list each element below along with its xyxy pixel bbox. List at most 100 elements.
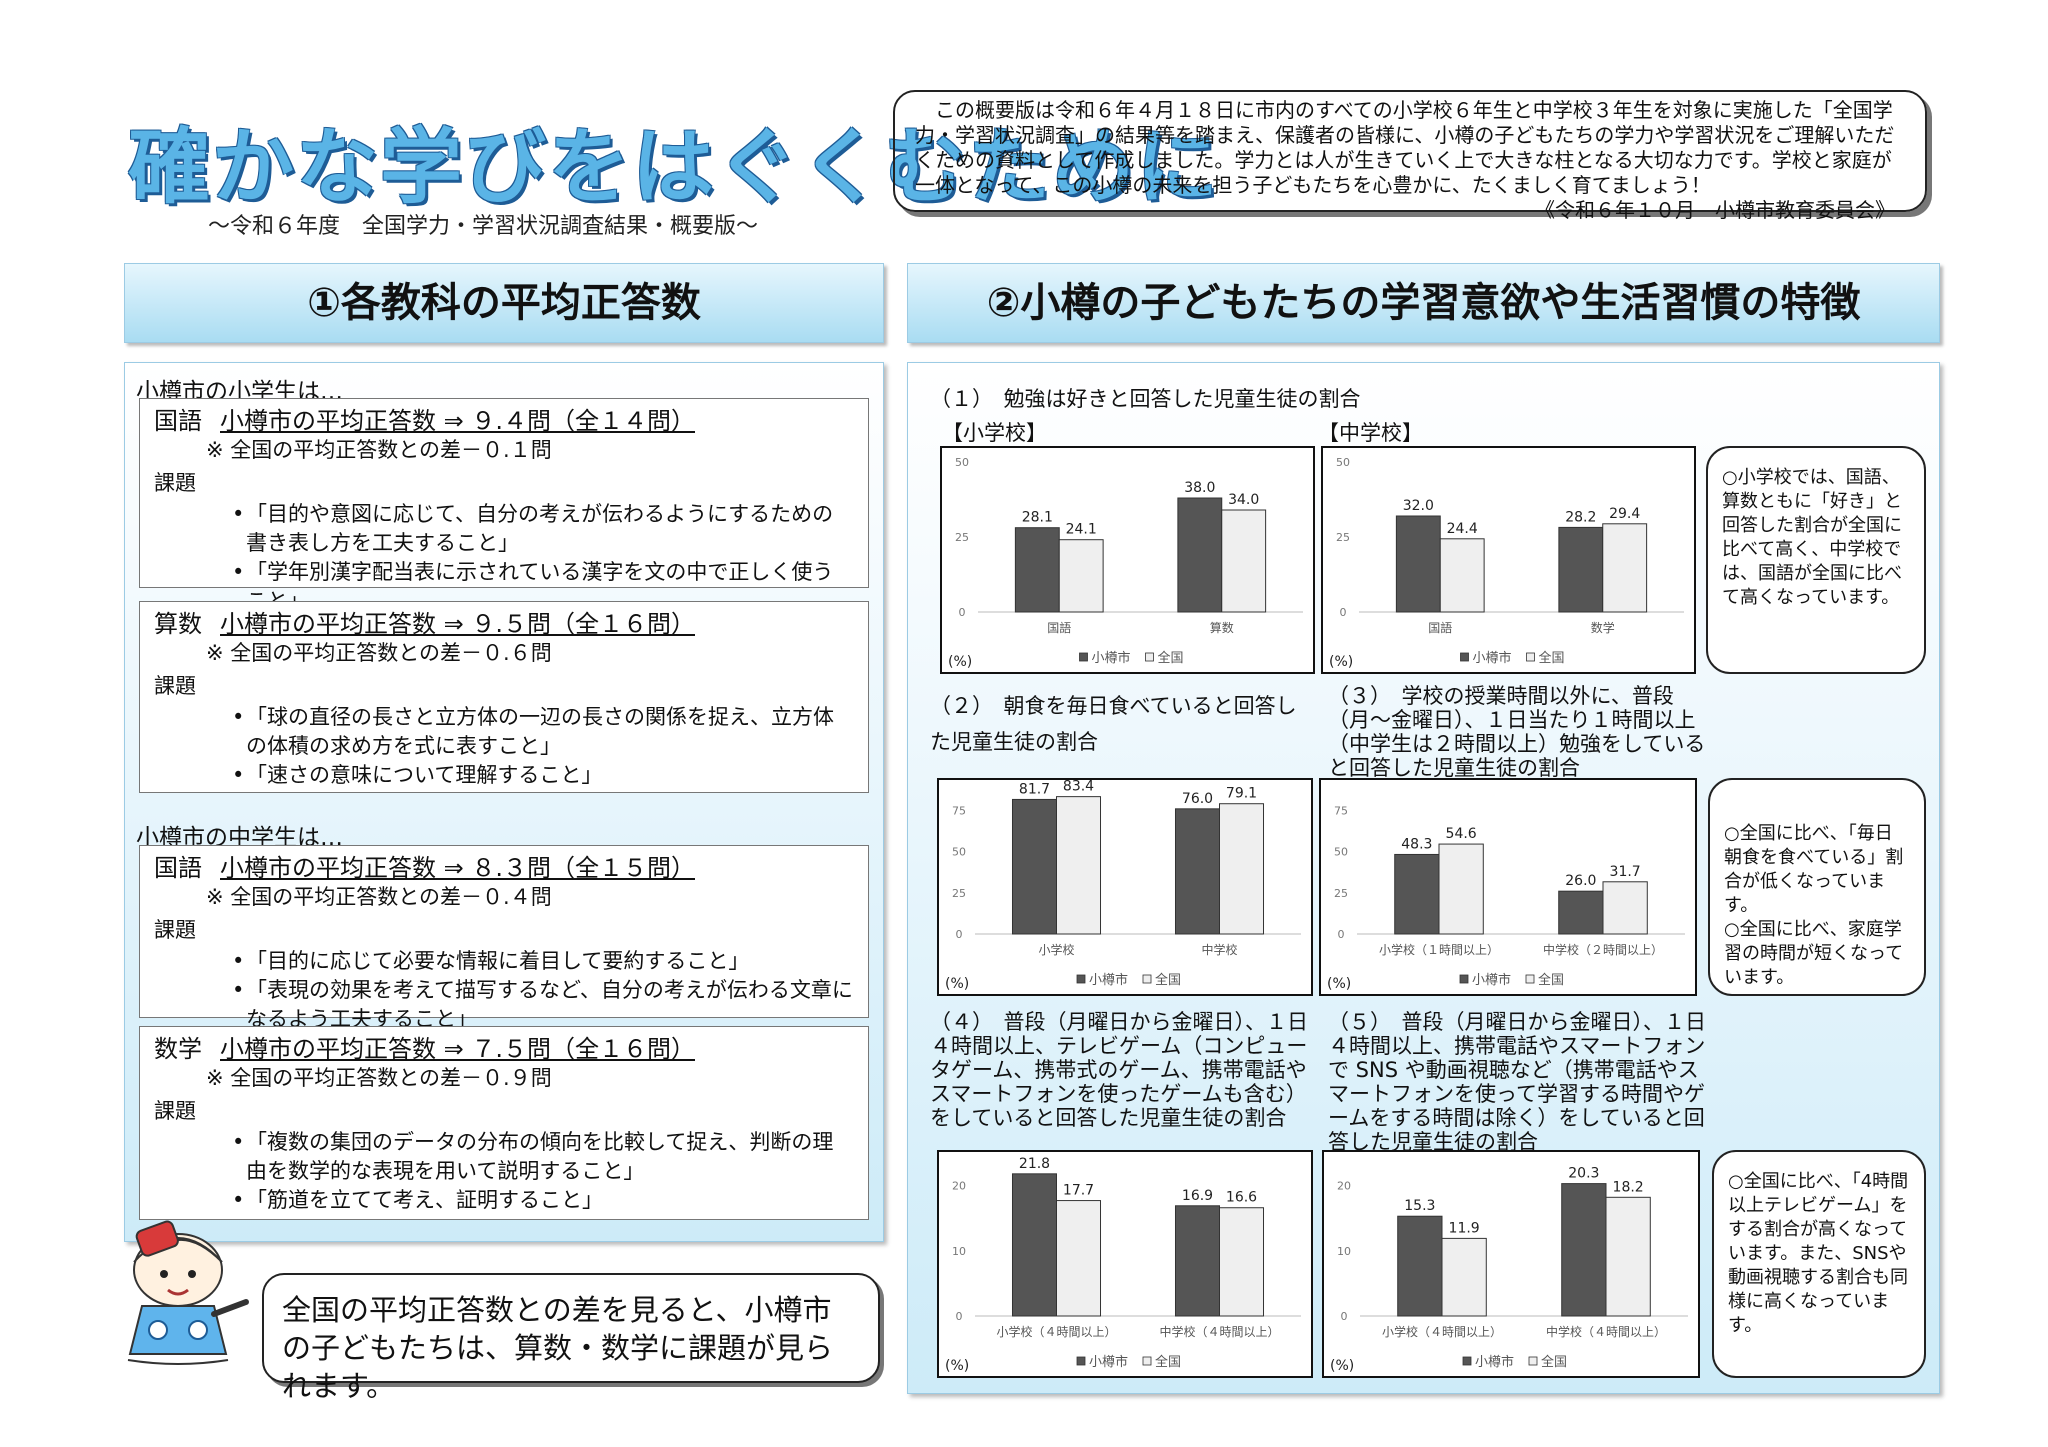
legend-label: 全国	[1541, 1354, 1567, 1370]
data-label: 20.3	[1568, 1166, 1599, 1182]
legend-label: 全国	[1155, 972, 1181, 988]
y-tick-label: 50	[952, 846, 966, 859]
data-label: 79.1	[1226, 786, 1257, 802]
bar-national	[1219, 803, 1265, 935]
issue-item: 「球の直径の長さと立方体の一辺の長さの関係を捉え、立方体の体積の求め方を式に表す…	[232, 703, 854, 761]
card-head: 算数 小樽市の平均正答数 ⇒ ９.５問（全１６問）	[154, 610, 854, 639]
x-tick-label: 国語	[1047, 620, 1071, 635]
legend-label: 全国	[1538, 972, 1564, 988]
subject-name: 算数	[154, 610, 202, 638]
issue-item: 「目的に応じて必要な情報に着目して要約すること」	[232, 947, 854, 976]
section1-banner: ①各教科の平均正答数	[124, 263, 884, 343]
y-tick-label: 75	[952, 804, 966, 817]
question-title: （４） 普段（月曜日から金曜日）、１日４時間以上、テレビゲーム（コンピュータゲー…	[930, 1010, 1308, 1130]
legend-swatch-national	[1142, 974, 1152, 984]
data-label: 28.1	[1022, 510, 1053, 526]
issue-list: 「複数の集団のデータの分布の傾向を比較して捉え、判断の理由を数学的な表現を用いて…	[154, 1128, 854, 1215]
legend-label: 小樽市	[1473, 650, 1512, 666]
y-tick-label: 0	[959, 606, 966, 619]
section2-title: ②小樽の子どもたちの学習意欲や生活習慣の特徴	[986, 280, 1861, 326]
chart-label-elementary: 【小学校】	[942, 421, 1047, 445]
subject-card: 国語 小樽市の平均正答数 ⇒ ８.３問（全１５問） ※ 全国の平均正答数との差－０…	[139, 845, 869, 1031]
data-label: 76.0	[1182, 791, 1213, 807]
subject-card: 国語 小樽市の平均正答数 ⇒ ９.４問（全１４問） ※ 全国の平均正答数との差－０…	[139, 398, 869, 613]
section2-banner: ②小樽の子どもたちの学習意欲や生活習慣の特徴	[907, 263, 1940, 343]
x-tick-label: 国語	[1428, 620, 1452, 635]
bar-national	[1219, 1207, 1265, 1317]
x-tick-label: 小学校	[1038, 942, 1074, 957]
legend-swatch-otaru	[1079, 652, 1088, 662]
legend-label: 全国	[1539, 650, 1565, 666]
issue-list: 「球の直径の長さと立方体の一辺の長さの関係を捉え、立方体の体積の求め方を式に表す…	[154, 703, 854, 790]
issue-label: 課題	[154, 674, 196, 698]
x-tick-label: 中学校（２時間以上）	[1543, 942, 1663, 957]
legend-label: 小樽市	[1089, 1354, 1128, 1370]
bar-otaru	[1394, 853, 1440, 935]
issue-label: 課題	[154, 1099, 196, 1123]
card-head: 数学 小樽市の平均正答数 ⇒ ７.５問（全１６問）	[154, 1035, 854, 1064]
issue-item: 「筋道を立てて考え、証明すること」	[232, 1186, 854, 1215]
x-tick-label: 中学校	[1201, 942, 1237, 957]
chart-q2: 0 25 50 75 81.7 83.4 小学校 76.0 79.1 中学校 (%) 小樽市 全国	[937, 778, 1313, 996]
bar-national	[1056, 1200, 1102, 1317]
y-tick-label: 50	[1334, 846, 1348, 859]
y-tick-label: 25	[1334, 887, 1348, 900]
y-tick-label: 25	[1336, 531, 1350, 544]
bar-chart: 0 10 20 21.8 17.7 小学校（４時間以上） 16.9 16.6 中学校（４時間以上…	[945, 1156, 1301, 1374]
score-line: 小樽市の平均正答数 ⇒ ９.５問（全１６問）	[220, 610, 695, 638]
x-tick-label: 小学校（４時間以上）	[1382, 1324, 1502, 1339]
bar-otaru	[1011, 1173, 1057, 1317]
score-line: 小樽市の平均正答数 ⇒ ８.３問（全１５問）	[220, 854, 695, 882]
y-tick-label: 20	[1337, 1180, 1351, 1193]
legend-swatch-national	[1528, 1356, 1538, 1366]
bar-national	[1602, 881, 1648, 935]
main-title: 確かな学びをはぐくむために	[128, 120, 1221, 215]
legend-label: 小樽市	[1089, 972, 1128, 988]
y-tick-label: 25	[952, 887, 966, 900]
y-tick-label: 20	[952, 1180, 966, 1193]
subject-card: 算数 小樽市の平均正答数 ⇒ ９.５問（全１６問） ※ 全国の平均正答数との差－０…	[139, 601, 869, 793]
y-tick-label: 0	[1341, 1310, 1348, 1323]
data-label: 21.8	[1019, 1156, 1050, 1172]
bar-national	[1058, 539, 1104, 613]
legend-swatch-national	[1145, 652, 1154, 662]
bar-national	[1056, 796, 1102, 935]
data-label: 48.3	[1401, 836, 1432, 852]
bar-national	[1439, 538, 1485, 613]
y-tick-label: 0	[1338, 928, 1345, 941]
bar-otaru	[1395, 515, 1441, 613]
data-label: 28.2	[1565, 509, 1596, 525]
issue-label: 課題	[154, 471, 196, 495]
bar-otaru	[1558, 526, 1604, 613]
note-box-q4-q5: ○全国に比べ、「4時間以上テレビゲーム」をする割合が高くなっています。また、SN…	[1712, 1150, 1926, 1378]
x-tick-label: 数学	[1591, 620, 1615, 635]
issue-item: 「目的や意図に応じて、自分の考えが伝わるようにするための書き表し方を工夫すること…	[232, 500, 854, 558]
bar-national	[1221, 509, 1267, 613]
unit-label: (%)	[945, 1358, 969, 1374]
data-label: 29.4	[1609, 506, 1640, 522]
issue-list: 「目的や意図に応じて、自分の考えが伝わるようにするための書き表し方を工夫すること…	[154, 500, 854, 616]
chart-q1-junior: 0 25 50 32.0 24.4 国語 28.2 29.4 数学 (%) 小樽市 全国	[1321, 446, 1696, 674]
note-box-q1: ○小学校では、国語、算数ともに「好き」と回答した割合が全国に比べて高く、中学校で…	[1706, 446, 1926, 674]
chart-label-junior: 【中学校】	[1318, 421, 1423, 445]
legend-swatch-otaru	[1076, 1356, 1086, 1366]
bar-national	[1441, 1237, 1487, 1317]
diff-note: ※ 全国の平均正答数との差－０.９問	[206, 1066, 552, 1090]
x-tick-label: 算数	[1210, 620, 1234, 635]
bar-national	[1605, 1196, 1651, 1317]
data-label: 17.7	[1063, 1183, 1094, 1199]
y-tick-label: 0	[956, 928, 963, 941]
data-label: 24.1	[1066, 522, 1097, 538]
data-label: 24.4	[1447, 521, 1478, 537]
card-head: 国語 小樽市の平均正答数 ⇒ ８.３問（全１５問）	[154, 854, 854, 883]
diff-note: ※ 全国の平均正答数との差－０.１問	[206, 438, 552, 462]
unit-label: (%)	[1327, 976, 1351, 992]
note-text: ○全国に比べ、「4時間以上テレビゲーム」をする割合が高くなっています。また、SN…	[1728, 1171, 1909, 1336]
data-label: 18.2	[1613, 1179, 1644, 1195]
subject-name: 国語	[154, 407, 202, 435]
data-label: 26.0	[1565, 873, 1596, 889]
data-label: 11.9	[1449, 1220, 1480, 1236]
y-tick-label: 50	[1336, 456, 1350, 469]
mascot-illustration	[127, 1220, 249, 1365]
unit-label: (%)	[948, 654, 972, 670]
